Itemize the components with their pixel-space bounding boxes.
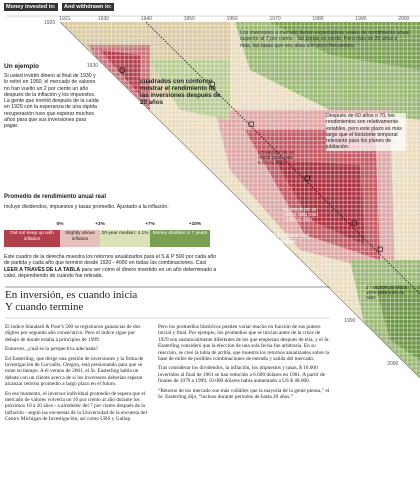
example-title: Un ejemplo: [4, 63, 40, 70]
legend-item: Money doubles in 7 years: [152, 231, 208, 236]
top-year: 1921: [59, 16, 71, 22]
long-term-note: Después de 60 años o 70, los rendimiento…: [326, 113, 406, 151]
headline-line: En inversión, es cuando inicia: [5, 289, 138, 301]
worst-note: EL PEOR DE 20 AÑOS 1961-1981 -1,9% AL AÑ…: [284, 207, 319, 222]
legend-swatch: [100, 230, 150, 247]
legend-tick: +7%: [145, 222, 155, 227]
diagonal: [59, 21, 420, 379]
top-year: 2000: [398, 16, 410, 22]
top-year: 1930: [97, 16, 110, 22]
paragraph: Tras considerar los dividendos, la infla…: [158, 365, 325, 385]
side-year: 1990: [344, 318, 356, 325]
explanation-text: Este cuadro de la derecha muestra los re…: [4, 254, 217, 267]
top-year: 1960: [226, 16, 238, 22]
top-year: 1980: [312, 16, 324, 22]
twenty-year-line: [145, 21, 420, 295]
paragraph: Pero los promedios históricos pueden var…: [158, 324, 330, 363]
withdrawn-label: And withdrawn in:: [62, 3, 114, 11]
explanation: Este cuadro de la derecha muestra los re…: [4, 254, 219, 279]
legend-subtitle: Incluye dividendos, impuestos y tasas pr…: [4, 204, 169, 210]
legend-tick: +10%: [188, 222, 202, 227]
top-year: 1950: [183, 16, 195, 22]
legend-swatch: [60, 230, 100, 247]
legend-item: Slightly above inflation: [65, 231, 95, 242]
legend-title: Promedio de rendimiento anual real: [4, 194, 107, 200]
legend-item: Did not keep up with inflation: [10, 231, 54, 242]
headline-line: Y cuando termine: [5, 301, 84, 313]
headline: En inversión, es cuando inicia Y cuando t…: [5, 289, 137, 313]
side-year: 1920: [44, 20, 56, 26]
outlined-note: cuadrados con contorno mostrar el rendim…: [140, 78, 221, 106]
top-year: 1990: [355, 16, 367, 22]
legend-swatch: [4, 230, 60, 247]
article-column: El índice Standard & Poor's 500 se regis…: [5, 324, 150, 426]
top-year: 1970: [269, 16, 281, 22]
outlined-squares: [119, 67, 383, 252]
legend-tick: 0%: [56, 222, 64, 227]
explanation-emphasis: LEER A TRAVÉS DE LA TABLA: [4, 266, 81, 273]
top-year: 1940: [140, 16, 152, 22]
paragraph: Ed Easterling, que dirige una gestión de…: [5, 355, 144, 388]
side-year: 1930: [86, 62, 99, 69]
best-note: LO MEJOR DE 20 AÑOS 1948-1968 9,1% AL AÑ…: [258, 150, 294, 165]
paragraph: Entonces, ¿cuál es la perspectiva adecua…: [5, 346, 98, 353]
example-text: Si usted invirtió dinero al final de 193…: [4, 73, 99, 130]
legend-item: 20-year median: 4.1%: [101, 231, 149, 236]
inflation-note: High inflation led to negative returns.: [270, 233, 309, 252]
paragraph: En ese momento, el inversor individual p…: [5, 390, 147, 423]
article-column: Pero los promedios históricos pueden var…: [158, 324, 330, 403]
second-best-note: 2 º MEJOR 20 AÑOS 1979-1999 8,2% AL AÑO: [366, 285, 408, 300]
explanation-text: para ver cómo el dinero invertido en un …: [4, 266, 217, 279]
legend-tick: +3%: [95, 222, 105, 227]
legend-swatch: [150, 230, 210, 247]
paragraph: El índice Standard & Poor's 500 se regis…: [5, 324, 141, 343]
invested-label: Money invested in:: [4, 3, 58, 11]
side-year: 2000: [387, 360, 399, 367]
intro-note: Los inversores a menudo tienen expectati…: [240, 30, 410, 49]
paragraph: “Retorno de los mercado son más volátile…: [158, 387, 330, 401]
